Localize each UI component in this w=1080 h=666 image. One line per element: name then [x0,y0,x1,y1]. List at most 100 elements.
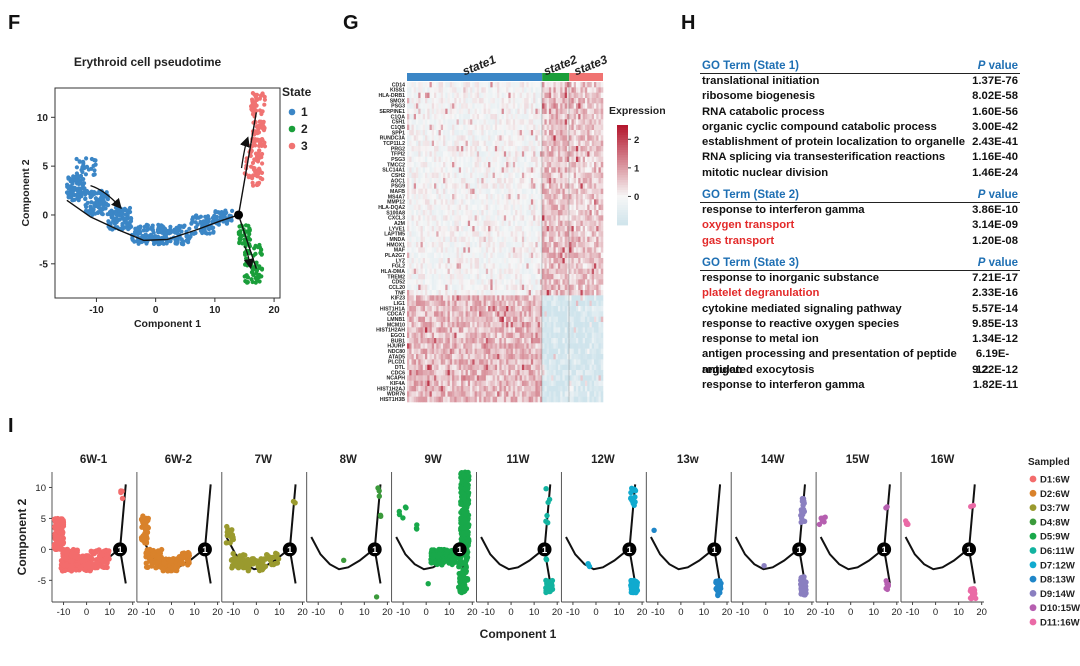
heatmap-cell [456,183,460,189]
heatmap-cell [515,316,518,323]
heatmap-cell [551,226,554,232]
heatmap-cell [535,151,538,157]
heatmap-cell [483,231,487,237]
heatmap-cell [470,274,473,280]
heatmap-cell [551,306,554,312]
heatmap-cell [548,380,552,387]
heatmap-cell [560,204,563,211]
heatmap-cell [560,98,563,104]
heatmap-cell [551,236,554,243]
heatmap-cell [463,82,466,88]
heatmap-cell [416,215,419,221]
heatmap-cell [497,167,500,173]
heatmap-cell [537,135,541,141]
heatmap-cell [436,354,439,360]
heatmap-cell [515,354,518,360]
heatmap-cell [425,162,428,168]
heatmap-cell [479,119,482,125]
heatmap-cell [420,279,424,285]
heatmap-cell [526,87,529,93]
heatmap-cell [535,92,538,99]
heatmap-cell [526,247,529,253]
heatmap-cell [443,306,446,312]
heatmap-cell [557,108,561,115]
heatmap-cell [492,247,496,253]
heatmap-cell [411,327,415,333]
heatmap-cell [519,375,523,381]
heatmap-cell [427,370,430,376]
heatmap-cell [519,263,523,269]
heatmap-cell [546,119,550,125]
heatmap-cell [440,343,444,349]
heatmap-cell [458,258,462,264]
heatmap-cell [537,82,541,88]
heatmap-cell [443,151,446,157]
heatmap-cell [416,284,419,291]
heatmap-cell [422,396,426,403]
heatmap-cell [521,188,525,195]
heatmap-cell [472,258,475,264]
heatmap-cell [472,178,475,184]
heatmap-cell [429,391,433,397]
heatmap-cell [411,162,415,168]
heatmap-cell [476,114,480,120]
heatmap-cell [445,178,448,184]
heatmap-cell [465,274,469,280]
chart-title: Erythroid cell pseudotime [74,55,222,69]
heatmap-cell [519,236,523,243]
heatmap-cell [429,167,433,173]
heatmap-cell [551,300,554,307]
heatmap-cell [517,215,520,221]
heatmap-cell [461,332,464,339]
heatmap-cell [526,124,529,131]
heatmap-cell [418,380,421,387]
heatmap-cell [445,396,448,403]
heatmap-cell [501,231,505,237]
heatmap-cell [411,284,415,291]
heatmap-cell [474,199,478,205]
heatmap-cell [452,210,455,216]
heatmap-cell [539,146,543,152]
heatmap-cell [537,263,541,269]
heatmap-cell [560,258,563,264]
heatmap-cell [411,87,415,93]
heatmap-cell [485,151,489,157]
heatmap-cell [452,236,455,243]
heatmap-cell [420,322,424,328]
heatmap-cell [440,92,444,99]
heatmap-cell [510,92,514,99]
heatmap-cell [420,130,424,136]
heatmap-cell [535,284,538,291]
heatmap-cell [497,98,500,104]
heatmap-cell [517,252,520,259]
heatmap-cell [465,322,469,328]
heatmap-cell [465,156,469,163]
heatmap-cell [416,199,419,205]
heatmap-cell [501,140,505,147]
heatmap-cell [470,236,473,243]
heatmap-cell [557,87,561,93]
data-point [258,175,263,181]
heatmap-cell [546,290,550,296]
heatmap-cell [553,247,556,253]
heatmap-cell [431,306,435,312]
heatmap-cell [431,82,435,88]
heatmap-cell [443,391,446,397]
heatmap-cell [411,108,415,115]
heatmap-cell [488,210,491,216]
heatmap-cell [517,327,520,333]
heatmap-cell [476,252,480,259]
heatmap-cell [501,380,505,387]
heatmap-cell [553,322,556,328]
heatmap-cell [535,231,538,237]
heatmap-cell [485,114,489,120]
heatmap-cell [452,343,455,349]
heatmap-cell [537,162,541,168]
heatmap-cell [431,188,435,195]
heatmap-cell [434,279,437,285]
heatmap-cell [528,231,532,237]
heatmap-cell [551,140,554,147]
heatmap-cell [510,279,514,285]
heatmap-cell [497,226,500,232]
heatmap-cell [440,98,444,104]
